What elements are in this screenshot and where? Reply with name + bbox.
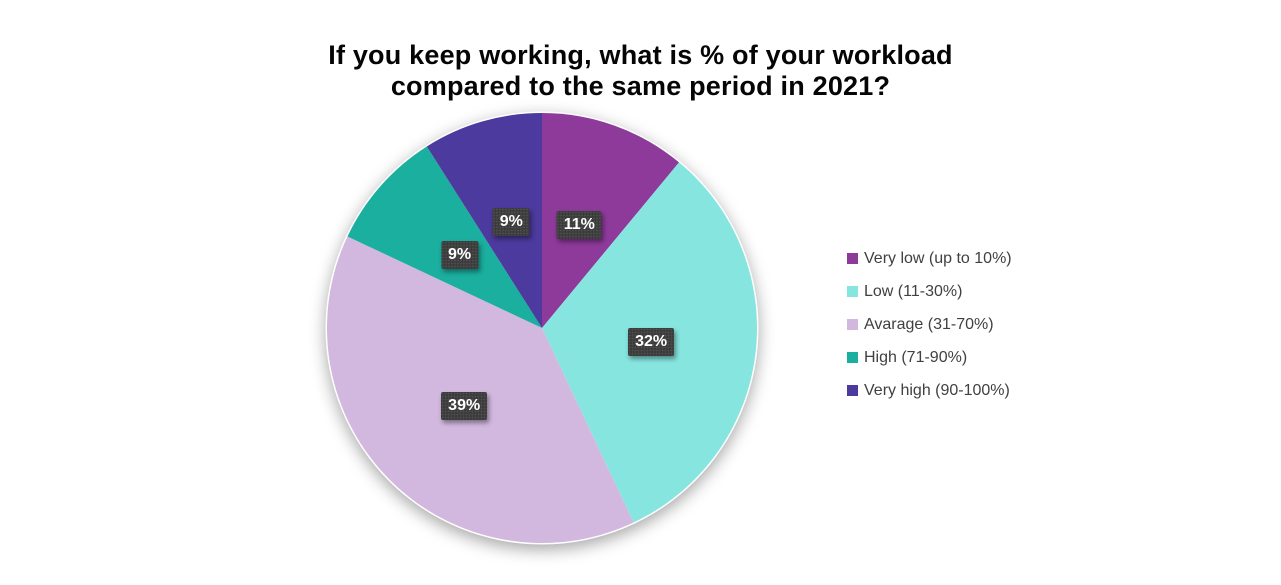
legend-swatch-low [847,286,858,297]
data-label-low-11-30: 32% [628,327,675,356]
pie-plot-area [325,111,759,545]
legend-label-high: High (71-90%) [864,348,968,366]
legend-item-avarage: Avarage (31-70%) [847,314,1012,335]
legend: Very low (up to 10%) Low (11-30%) Avarag… [847,248,1012,401]
legend-item-low: Low (11-30%) [847,281,1012,302]
legend-swatch-high [847,352,858,363]
pie-slice-very-high-90-100 [426,113,542,328]
chart-title-line2: compared to the same period in 2021? [390,71,891,101]
chart-title-line1: If you keep working, what is % of your w… [328,40,953,70]
legend-label-avarage: Avarage (31-70%) [864,315,994,333]
legend-label-very-low: Very low (up to 10%) [864,249,1012,267]
pie-chart: 11% 32% 39% 9% 9% [325,111,759,545]
legend-label-low: Low (11-30%) [864,282,963,300]
data-label-avarage-31-70: 39% [441,391,488,420]
chart-title: If you keep working, what is % of your w… [0,40,1281,102]
pie-slice-avarage-31-70 [326,236,634,544]
pie-slice-very-low-up-to-10 [542,113,680,328]
legend-swatch-very-low [847,253,858,264]
data-label-high-71-90: 9% [440,241,479,270]
pie-slice-high-71-90 [347,146,542,328]
legend-swatch-very-high [847,385,858,396]
legend-item-very-low: Very low (up to 10%) [847,248,1012,269]
legend-item-very-high: Very high (90-100%) [847,380,1012,401]
legend-label-very-high: Very high (90-100%) [864,381,1010,399]
data-label-very-low-up-to-10: 11% [556,210,602,239]
legend-swatch-avarage [847,319,858,330]
data-label-very-high-90-100: 9% [492,208,530,237]
legend-item-high: High (71-90%) [847,347,1012,368]
